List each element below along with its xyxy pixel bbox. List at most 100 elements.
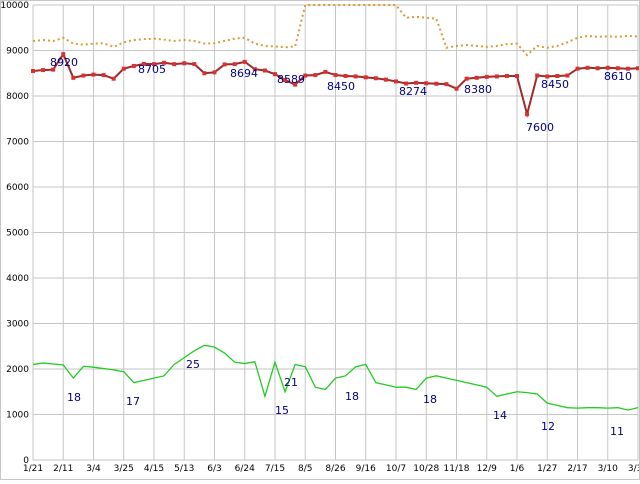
data-label: 8694 — [230, 67, 258, 80]
series-main-red-squares-marker — [252, 67, 257, 72]
series-main-red-squares-marker — [434, 81, 439, 86]
x-tick-label: 2/17 — [567, 464, 587, 474]
data-label: 8450 — [541, 78, 569, 91]
y-tick-label: 5000 — [6, 229, 29, 239]
data-label: 25 — [186, 358, 200, 371]
series-main-red-squares-marker — [555, 73, 560, 78]
data-label: 11 — [610, 425, 624, 438]
series-main-red-squares-marker — [343, 73, 348, 78]
x-tick-label: 9/16 — [356, 464, 376, 474]
series-main-red-squares-marker — [61, 52, 66, 57]
series-main-red-squares-marker — [41, 68, 46, 73]
series-main-red-squares-marker — [625, 66, 630, 71]
series-main-red-squares-marker — [615, 66, 620, 71]
series-main-red-squares-marker — [232, 62, 237, 67]
series-main-red-squares-marker — [162, 60, 167, 65]
series-main-red-squares-marker — [323, 69, 328, 74]
series-main-red-squares-marker — [494, 74, 499, 79]
series-main-red-squares-marker — [212, 70, 217, 75]
series-main-red-squares-marker — [182, 61, 187, 66]
series-main-red-squares-marker — [373, 76, 378, 81]
series-main-red-squares-marker — [202, 71, 207, 76]
series-main-red-squares-marker — [71, 75, 76, 80]
y-tick-label: 6000 — [6, 183, 29, 193]
y-tick-label: 7000 — [6, 138, 29, 148]
series-main-red-squares-marker — [51, 67, 56, 72]
x-tick-label: 11/18 — [444, 464, 470, 474]
series-main-red-squares-marker — [454, 86, 459, 91]
series-main-red-squares-marker — [192, 62, 197, 67]
series-main-red-squares-marker — [121, 66, 126, 71]
y-tick-label: 3000 — [6, 320, 29, 330]
x-tick-label: 5/13 — [174, 464, 194, 474]
y-tick-label: 8000 — [6, 92, 29, 102]
y-tick-label: 1000 — [6, 411, 29, 421]
data-label: 21 — [284, 376, 298, 389]
series-main-red-squares-marker — [585, 65, 590, 70]
x-tick-label: 8/5 — [298, 464, 312, 474]
series-main-red-squares-marker — [383, 77, 388, 82]
x-tick-label: 1/21 — [23, 464, 43, 474]
data-label: 8450 — [327, 80, 355, 93]
x-tick-label: 6/3 — [207, 464, 221, 474]
series-main-red-squares-marker — [131, 63, 136, 68]
series-main-red-squares-marker — [424, 81, 429, 86]
y-tick-label: 4000 — [6, 274, 29, 284]
series-main-red-squares-marker — [525, 112, 530, 117]
x-tick-label: 12/9 — [477, 464, 497, 474]
series-main-red-squares-marker — [444, 82, 449, 87]
y-tick-label: 2000 — [6, 365, 29, 375]
x-tick-label: 7/15 — [265, 464, 285, 474]
series-main-red-squares-marker — [636, 66, 640, 71]
data-label: 8380 — [464, 83, 492, 96]
data-label: 17 — [126, 395, 140, 408]
y-tick-label: 10000 — [0, 1, 29, 11]
series-main-red-squares-marker — [152, 62, 156, 67]
series-main-red-squares-marker — [363, 75, 368, 80]
data-label: 8589 — [277, 73, 305, 86]
series-main-red-squares-marker — [222, 62, 227, 67]
x-tick-label: 3/10 — [598, 464, 618, 474]
data-label: 8705 — [138, 63, 166, 76]
y-tick-label: 9000 — [6, 47, 29, 57]
series-main-red-squares-marker — [111, 76, 116, 81]
series-lower-green — [32, 344, 639, 411]
series-main-red-squares-marker — [394, 79, 398, 84]
series-main-red-squares-marker — [262, 68, 267, 73]
data-label: 18 — [67, 391, 81, 404]
series-main-red-squares-marker — [504, 73, 509, 78]
series-main-red-squares-marker — [353, 74, 358, 79]
series-main-red-squares-marker — [172, 62, 177, 67]
series-main-red-squares-marker — [484, 74, 489, 79]
x-tick-label: 1/6 — [510, 464, 525, 474]
data-label: 18 — [423, 393, 437, 406]
series-main-red-squares-marker — [565, 73, 570, 78]
x-tick-label: 4/15 — [144, 464, 164, 474]
series-main-red-squares-marker — [414, 80, 419, 85]
data-label: 18 — [345, 390, 359, 403]
series-main-red-squares-marker — [404, 81, 409, 86]
series-upper-dashed-orange — [32, 4, 639, 57]
series-main-red-squares-marker — [31, 68, 35, 73]
series-main-red-squares-marker — [313, 73, 318, 78]
series-main-red-squares-marker — [464, 76, 469, 81]
series-main-red-squares-marker — [101, 73, 106, 78]
series-main-red-squares-marker — [91, 72, 96, 77]
series-main-red-squares-marker — [474, 75, 479, 80]
data-label: 12 — [541, 420, 555, 433]
series-main-red-squares-marker — [303, 73, 308, 78]
x-tick-label: 10/7 — [386, 464, 406, 474]
series-main-red-squares-marker — [333, 73, 338, 78]
x-tick-label: 1/27 — [537, 464, 557, 474]
y-tick-label: 0 — [23, 456, 29, 466]
series-main-red-squares-marker — [293, 82, 298, 87]
x-tick-label: 3/4 — [86, 464, 101, 474]
data-label: 8274 — [399, 85, 427, 98]
series-main-red-squares-marker — [81, 73, 86, 78]
series-main-red-squares-marker — [605, 65, 610, 70]
data-label: 8610 — [604, 70, 632, 83]
series-main-red-squares-marker — [575, 66, 580, 71]
series-main-red-squares-marker — [595, 66, 600, 71]
